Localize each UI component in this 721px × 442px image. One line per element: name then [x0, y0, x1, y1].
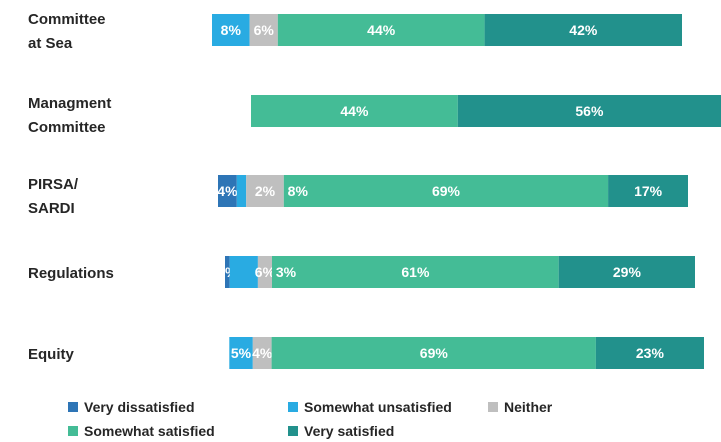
legend-label: Very satisfied: [304, 423, 395, 439]
legend-label: Somewhat satisfied: [84, 423, 215, 439]
data-label: 6%: [255, 264, 276, 280]
bar-segment: [212, 14, 250, 46]
data-label: 61%: [401, 264, 430, 280]
category-label: Regulations: [28, 265, 114, 282]
bar-segment: [283, 175, 609, 207]
bar-segment: [251, 95, 458, 127]
bar-segment: [484, 14, 682, 46]
legend-swatch: [288, 426, 298, 436]
legend-swatch: [68, 402, 78, 412]
legend-item: Very dissatisfied: [68, 399, 195, 415]
legend-swatch: [488, 402, 498, 412]
bar-segment: [272, 256, 559, 288]
category-label: Managment: [28, 95, 111, 112]
bar-segment: [229, 256, 258, 288]
bar-segment: [236, 175, 247, 207]
data-label: 56%: [575, 103, 604, 119]
category-label: PIRSA/: [28, 176, 79, 193]
bar-segment: [457, 95, 721, 127]
data-label: 29%: [613, 264, 642, 280]
data-label: 8%: [221, 22, 242, 38]
data-label: 23%: [636, 345, 665, 361]
category-label: Committee: [28, 119, 106, 136]
data-label: 17%: [634, 183, 663, 199]
bar-segment: [246, 175, 284, 207]
legend-swatch: [68, 426, 78, 436]
bar-segment: [249, 14, 278, 46]
data-label: 5%: [231, 345, 252, 361]
bar-segment: [277, 14, 485, 46]
data-label: 2%: [255, 183, 276, 199]
bar-segment: [225, 256, 230, 288]
data-label: 4%: [217, 183, 238, 199]
legend-label: Neither: [504, 399, 553, 415]
category-label: Equity: [28, 346, 74, 363]
bar-segment: [229, 337, 253, 369]
legend-item: Very satisfied: [288, 423, 394, 439]
bar-segment: [558, 256, 695, 288]
legend-swatch: [288, 402, 298, 412]
legend-label: Somewhat unsatisfied: [304, 399, 452, 415]
data-label: 8%: [288, 183, 309, 199]
bar-segment: [271, 337, 596, 369]
data-label: 44%: [340, 103, 369, 119]
bar-segment: [218, 175, 237, 207]
bar-segment: [608, 175, 688, 207]
data-label: 69%: [420, 345, 449, 361]
legend-item: Somewhat unsatisfied: [288, 399, 452, 415]
legend-item: Somewhat satisfied: [68, 423, 215, 439]
data-label: 42%: [569, 22, 598, 38]
legend-label: Very dissatisfied: [84, 399, 195, 415]
category-label: at Sea: [28, 35, 73, 52]
category-label: SARDI: [28, 200, 75, 217]
data-label: 4%: [252, 345, 273, 361]
bar-segment: [595, 337, 704, 369]
data-label: 3%: [276, 264, 297, 280]
bar-segment: [252, 337, 272, 369]
data-label: 44%: [367, 22, 396, 38]
legend-item: Neither: [488, 399, 552, 415]
data-label: 6%: [254, 22, 275, 38]
category-label: Committee: [28, 11, 106, 28]
data-label: 69%: [432, 183, 461, 199]
bar-segment: [257, 256, 272, 288]
